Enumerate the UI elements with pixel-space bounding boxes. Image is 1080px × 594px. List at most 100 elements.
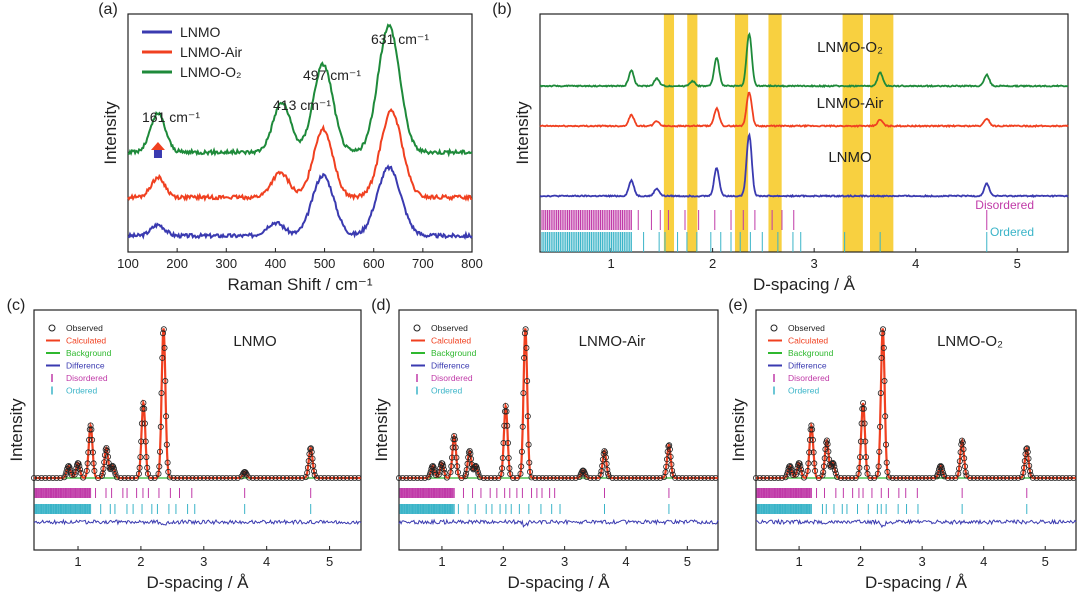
observed-point xyxy=(257,474,264,481)
observed-point xyxy=(504,439,511,446)
observed-point xyxy=(934,471,941,478)
observed-point xyxy=(477,474,484,481)
x-tick-label: 200 xyxy=(166,256,188,271)
observed-point xyxy=(426,471,433,478)
observed-point xyxy=(181,474,188,481)
observed-point xyxy=(796,460,803,467)
observed-point xyxy=(410,474,417,481)
observed-point xyxy=(970,474,977,481)
observed-point xyxy=(474,465,481,472)
observed-point xyxy=(521,354,528,361)
observed-point xyxy=(792,471,799,478)
observed-point xyxy=(867,474,874,481)
observed-point xyxy=(911,474,918,481)
x-axis-label: D-spacing / Å xyxy=(146,573,249,592)
plot-frame xyxy=(539,13,1069,253)
refinement-chart-lnmo: 1 2 3 4 5 D-spacing / Å Intensity (c) LNMO Observ… xyxy=(7,298,362,592)
observed-point xyxy=(449,444,456,451)
observed-point xyxy=(646,474,653,481)
observed-point xyxy=(519,423,526,430)
observed-point xyxy=(919,474,926,481)
observed-point xyxy=(347,474,354,481)
observed-point xyxy=(539,474,546,481)
observed-point xyxy=(42,474,49,481)
observed-point xyxy=(824,441,831,448)
observed-point xyxy=(219,474,226,481)
observed-point xyxy=(1000,474,1007,481)
observed-point xyxy=(430,464,437,471)
observed-point xyxy=(454,463,461,470)
observed-point xyxy=(961,463,968,470)
reflection-ticks xyxy=(756,488,1028,498)
observed-point xyxy=(155,470,162,477)
observed-point xyxy=(962,469,969,476)
observed-point xyxy=(435,471,442,478)
observed-point xyxy=(91,467,98,474)
observed-point xyxy=(432,471,439,478)
observed-point xyxy=(498,470,505,477)
observed-point xyxy=(344,474,351,481)
observed-point xyxy=(453,454,460,461)
y-axis-label: Intensity xyxy=(513,101,532,165)
observed-point xyxy=(308,448,315,455)
panel-title: LNMO xyxy=(233,333,276,350)
observed-point xyxy=(834,473,841,480)
observed-point xyxy=(764,474,771,481)
series-line-green xyxy=(127,23,473,158)
observed-point xyxy=(863,464,870,471)
x-tick-label: 400 xyxy=(265,256,287,271)
observed-point xyxy=(900,474,907,481)
observed-point xyxy=(304,464,311,471)
observed-point xyxy=(860,405,867,412)
observed-point xyxy=(852,474,859,481)
x-tick-label: 5 xyxy=(684,554,691,569)
observed-point xyxy=(309,455,316,462)
observed-point xyxy=(561,474,568,481)
legend-entry: Disordered xyxy=(788,373,830,383)
series-line-red xyxy=(539,91,1069,129)
observed-point xyxy=(885,474,892,481)
observed-point xyxy=(307,445,314,452)
observed-point xyxy=(61,474,68,481)
observed-point xyxy=(1070,474,1077,481)
observed-point xyxy=(855,470,862,477)
observed-point xyxy=(310,468,317,475)
observed-point xyxy=(631,474,638,481)
observed-point xyxy=(66,464,73,471)
observed-point xyxy=(246,474,253,481)
observed-point xyxy=(767,474,774,481)
series-line-blue xyxy=(127,164,473,240)
observed-point xyxy=(429,462,436,469)
observed-point xyxy=(185,474,192,481)
observed-point xyxy=(464,460,471,467)
observed-point xyxy=(88,426,95,433)
observed-point xyxy=(458,474,465,481)
observed-point xyxy=(550,474,557,481)
observed-point xyxy=(603,460,610,467)
observed-point xyxy=(812,467,819,474)
observed-point xyxy=(510,474,517,481)
observed-point xyxy=(84,460,91,467)
observed-point xyxy=(798,466,805,473)
observed-point xyxy=(141,405,148,412)
observed-point xyxy=(948,474,955,481)
observed-point xyxy=(806,436,813,443)
observed-point xyxy=(484,474,491,481)
observed-point xyxy=(414,474,421,481)
observed-point xyxy=(440,466,447,473)
observed-point xyxy=(1059,474,1066,481)
observed-point xyxy=(174,474,181,481)
observed-point xyxy=(325,474,332,481)
observed-point xyxy=(522,326,529,333)
highlight-band xyxy=(663,14,675,252)
observed-point xyxy=(760,474,767,481)
observed-point xyxy=(159,354,166,361)
observed-point xyxy=(679,474,686,481)
x-tick-label: 2 xyxy=(857,554,864,569)
observed-point xyxy=(1026,468,1033,475)
observed-point xyxy=(287,474,294,481)
observed-point xyxy=(517,470,524,477)
observed-point xyxy=(694,474,701,481)
observed-point xyxy=(782,474,789,481)
reflection-ticks xyxy=(399,504,670,514)
